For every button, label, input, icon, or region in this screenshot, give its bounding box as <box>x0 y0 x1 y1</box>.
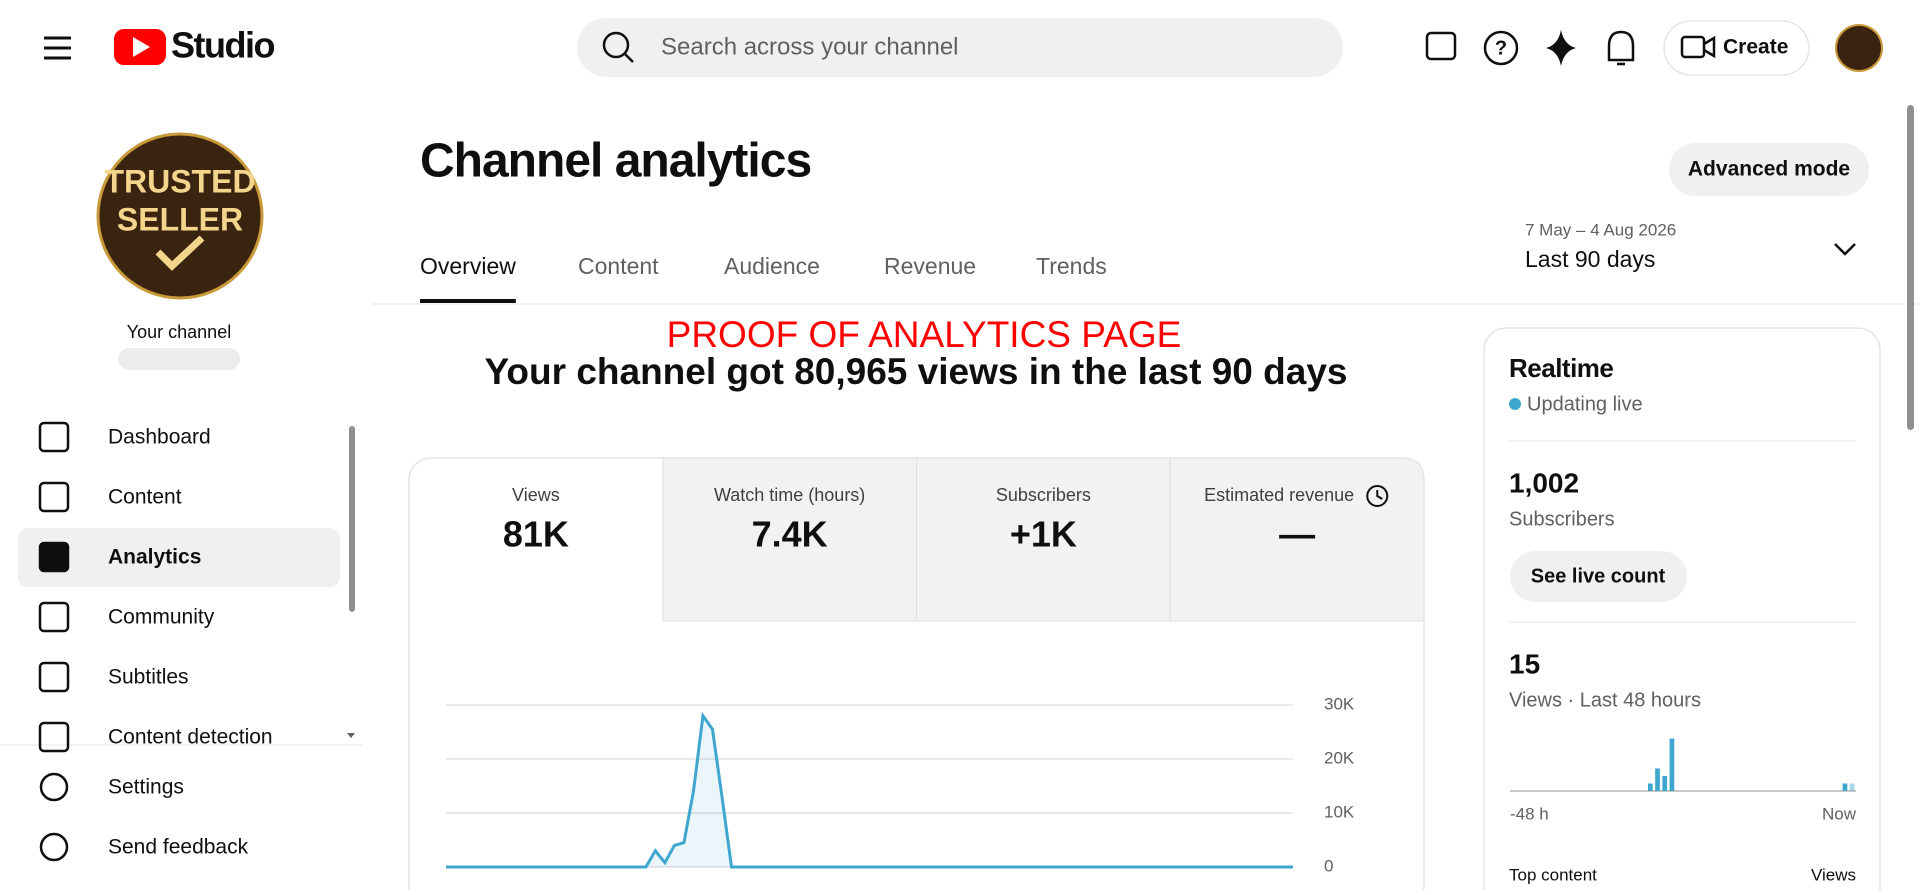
search-box[interactable] <box>577 18 1343 77</box>
y-tick-label: 0 <box>1324 856 1333 875</box>
metric-tile[interactable] <box>409 458 410 459</box>
nav-item[interactable]: Dashboard <box>108 426 211 449</box>
live-dot <box>1509 398 1521 410</box>
nav-item[interactable]: Content detection <box>108 726 273 749</box>
nav-icon[interactable] <box>38 541 70 573</box>
subscriber-label: Subscribers <box>1509 508 1615 530</box>
clock-icon <box>1366 485 1389 507</box>
nav-item[interactable]: Subtitles <box>108 666 189 689</box>
feedback-icon[interactable] <box>1425 31 1457 61</box>
realtime-views-label: Views · Last 48 hours <box>1509 689 1701 711</box>
metric-label: Subscribers <box>996 485 1091 505</box>
metric-value: 81K <box>503 514 569 555</box>
create-icon-lens <box>1703 35 1716 59</box>
nav-item[interactable]: Analytics <box>108 546 201 569</box>
nav-icon[interactable] <box>38 661 70 693</box>
top-content-label: Top content <box>1509 865 1597 884</box>
y-tick-label: 30K <box>1324 694 1355 713</box>
banner: PROOF OF ANALYTICS PAGE <box>667 314 1182 355</box>
period[interactable]: Last 90 days <box>1525 246 1655 272</box>
mini-bar <box>1655 768 1660 791</box>
nav-icon[interactable] <box>39 832 69 862</box>
channel-label[interactable]: Your channel <box>127 322 231 342</box>
nav-item[interactable]: Settings <box>108 776 184 799</box>
bell-icon[interactable] <box>1607 30 1635 66</box>
search-placeholder[interactable]: Search across your channel <box>661 33 959 60</box>
active-nav-highlight <box>18 528 340 587</box>
nav-expand[interactable] <box>347 733 355 738</box>
clock-hands <box>1376 490 1383 500</box>
account-avatar[interactable] <box>1835 24 1883 72</box>
metric-tile[interactable] <box>1169 457 1425 622</box>
metric-value: 7.4K <box>752 514 828 555</box>
mini-bar <box>1662 776 1668 791</box>
tab[interactable]: Audience <box>724 253 820 279</box>
date-range[interactable]: 7 May – 4 Aug 2026 <box>1525 220 1676 239</box>
live-count-label[interactable]: See live count <box>1531 565 1666 587</box>
tab[interactable]: Revenue <box>884 253 976 279</box>
spark-icon[interactable] <box>1546 30 1576 66</box>
create-icon <box>1680 35 1706 59</box>
mini-bar <box>1849 783 1855 791</box>
realtime-title: Realtime <box>1509 353 1613 383</box>
nav-icon[interactable] <box>38 721 70 753</box>
logo-play <box>133 37 150 57</box>
metric-label: Watch time (hours) <box>714 485 865 505</box>
logo-text[interactable]: Studio <box>171 25 276 66</box>
advanced-mode-label[interactable]: Advanced mode <box>1688 158 1850 181</box>
realtime-views: 15 <box>1509 648 1540 679</box>
avatar-check <box>155 235 205 271</box>
y-tick-label: 10K <box>1324 802 1355 821</box>
avatar-art: SELLER <box>117 201 243 237</box>
mini-bar <box>1669 738 1675 791</box>
top-content-views-label: Views <box>1811 865 1856 884</box>
advanced-mode-button[interactable] <box>1669 143 1869 196</box>
line <box>446 711 1293 869</box>
page-title: Channel analytics <box>420 135 811 188</box>
channel-avatar[interactable] <box>96 132 264 300</box>
nav-item[interactable]: Send feedback <box>108 836 249 859</box>
active-tab-underline <box>420 299 516 303</box>
nav-icon[interactable] <box>38 601 70 633</box>
search-icon-handle <box>624 53 634 63</box>
tab[interactable]: Overview <box>420 253 516 279</box>
create-button[interactable] <box>1663 20 1810 76</box>
mini-bar <box>1647 783 1653 791</box>
live-count-button[interactable] <box>1510 551 1687 602</box>
mini-bar <box>1842 783 1848 791</box>
tab[interactable]: Content <box>578 253 659 279</box>
nav-item[interactable]: Content <box>108 486 182 509</box>
subscriber-count: 1,002 <box>1509 467 1579 498</box>
mini-start-label: -48 h <box>1510 804 1549 823</box>
nav-item[interactable]: Community <box>108 606 215 629</box>
page-scrollbar[interactable] <box>1907 105 1914 430</box>
nav-icon[interactable] <box>38 421 70 453</box>
nav-icon[interactable] <box>39 772 69 802</box>
period-dropdown[interactable] <box>1834 243 1856 256</box>
blurred-channel-name <box>118 348 240 370</box>
realtime-card <box>1483 327 1881 895</box>
nav-icon[interactable] <box>38 481 70 513</box>
search-icon <box>602 31 630 59</box>
metric-value: +1K <box>1010 514 1077 555</box>
y-tick-label: 20K <box>1324 748 1355 767</box>
menu-icon[interactable] <box>44 36 71 60</box>
sidebar-scrollbar[interactable] <box>349 426 355 612</box>
mini-end-label: Now <box>1822 804 1857 823</box>
create-label[interactable]: Create <box>1723 36 1788 59</box>
tab[interactable]: Trends <box>1036 253 1107 279</box>
help-mark: ? <box>1495 37 1507 59</box>
avatar-art: TRUSTED <box>104 163 255 199</box>
metric-value: — <box>1279 514 1315 555</box>
realtime-status: Updating live <box>1527 393 1643 415</box>
headline: Your channel got 80,965 views in the las… <box>485 351 1348 392</box>
metric-label: Estimated revenue <box>1204 485 1354 505</box>
metric-label: Views <box>512 485 560 505</box>
help-icon[interactable] <box>1483 30 1519 66</box>
